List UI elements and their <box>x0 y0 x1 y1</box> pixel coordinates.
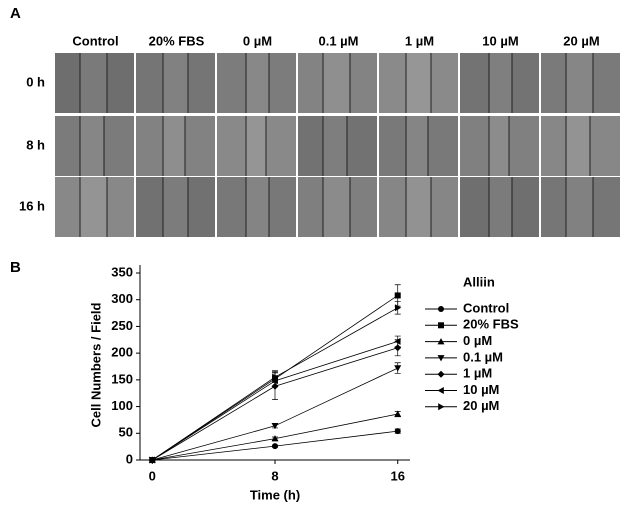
y-axis-title: Cell Numbers / Field <box>88 302 103 427</box>
y-tick-label: 350 <box>111 264 133 279</box>
y-tick-label: 250 <box>111 318 133 333</box>
marker <box>272 443 278 450</box>
scratch-area <box>406 116 428 176</box>
legend-marker <box>437 387 444 394</box>
marker <box>394 344 402 352</box>
marker <box>394 337 401 345</box>
scratch-area <box>323 177 350 237</box>
legend-marker <box>437 370 445 378</box>
legend-label: 20 µM <box>463 398 499 413</box>
legend-label: 0 µM <box>463 333 492 348</box>
marker <box>272 373 279 381</box>
row-label: 8 h <box>26 137 45 152</box>
scratch-area <box>323 53 350 113</box>
marker <box>394 410 402 417</box>
row-label: 0 h <box>26 74 45 89</box>
scratch-area <box>163 116 185 176</box>
scratch-area <box>406 53 431 113</box>
legend-marker <box>438 306 444 312</box>
marker <box>394 304 402 312</box>
panel-label: A <box>10 5 21 22</box>
y-tick-label: 300 <box>111 291 133 306</box>
marker <box>149 456 156 464</box>
row-label: 16 h <box>19 198 45 213</box>
column-header: 0 µM <box>243 33 272 48</box>
scratch-area <box>80 116 104 176</box>
y-tick-label: 0 <box>126 451 133 466</box>
legend-marker <box>437 338 445 345</box>
legend-label: 1 µM <box>463 366 492 381</box>
scratch-area <box>80 177 107 237</box>
legend-label: Control <box>463 300 509 315</box>
scratch-area <box>246 116 266 176</box>
scratch-area <box>489 177 512 237</box>
legend-label: 10 µM <box>463 382 499 397</box>
y-tick-label: 50 <box>119 425 133 440</box>
legend-marker <box>438 403 445 411</box>
legend-label: 0.1 µM <box>463 349 503 364</box>
legend-label: 20% FBS <box>463 317 519 332</box>
scratch-area <box>406 177 431 237</box>
y-tick-label: 100 <box>111 398 133 413</box>
scratch-area <box>80 53 107 113</box>
y-tick-label: 200 <box>111 345 133 360</box>
scratch-area <box>489 53 512 113</box>
marker <box>271 423 279 430</box>
scratch-area <box>163 53 188 113</box>
panel-label: B <box>10 259 21 276</box>
scratch-area <box>566 116 590 176</box>
x-axis-title: Time (h) <box>250 487 300 502</box>
column-header: Control <box>72 33 118 48</box>
legend-marker <box>437 355 445 362</box>
scratch-area <box>323 116 347 176</box>
column-header: 20% FBS <box>149 33 205 48</box>
column-header: 1 µM <box>405 33 434 48</box>
x-tick-label: 16 <box>390 468 404 483</box>
x-tick-label: 0 <box>149 468 156 483</box>
column-header: 20 µM <box>563 33 599 48</box>
marker <box>271 435 279 442</box>
scratch-area <box>246 53 269 113</box>
marker <box>394 365 402 372</box>
scratch-area <box>566 177 593 237</box>
scratch-area <box>489 116 509 176</box>
scratch-area <box>566 53 593 113</box>
scratch-area <box>163 177 188 237</box>
column-header: 10 µM <box>482 33 518 48</box>
marker <box>394 428 401 435</box>
x-tick-label: 8 <box>271 468 278 483</box>
y-tick-label: 150 <box>111 371 133 386</box>
column-header: 0.1 µM <box>318 33 358 48</box>
legend-title: Alliin <box>463 274 495 289</box>
legend-marker <box>438 322 444 329</box>
marker <box>394 292 401 299</box>
scratch-area <box>246 177 269 237</box>
